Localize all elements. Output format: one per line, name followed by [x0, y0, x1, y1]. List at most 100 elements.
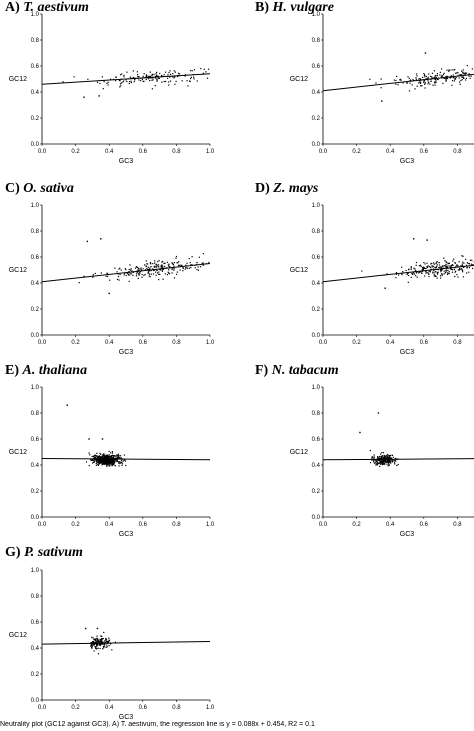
- data-point: [385, 461, 387, 463]
- x-axis-label: GC3: [119, 349, 134, 356]
- data-point: [99, 82, 101, 85]
- outlier-point: [83, 275, 85, 278]
- data-point: [428, 73, 430, 75]
- y-tick-label: 0.4: [31, 90, 40, 96]
- data-point: [107, 84, 109, 86]
- data-point: [92, 461, 95, 463]
- data-point: [102, 463, 104, 465]
- data-point: [424, 87, 426, 89]
- data-point: [414, 268, 416, 270]
- data-point: [431, 72, 434, 74]
- data-point: [381, 455, 383, 457]
- data-point: [99, 456, 101, 458]
- data-point: [101, 460, 103, 462]
- data-point: [448, 70, 450, 72]
- data-point: [123, 459, 125, 461]
- data-point: [415, 261, 418, 264]
- panel-title: A) T. aestivum: [5, 0, 89, 16]
- data-point: [397, 463, 399, 466]
- data-point: [444, 77, 446, 79]
- data-point: [121, 464, 123, 467]
- data-point: [444, 259, 446, 262]
- data-point: [111, 461, 113, 463]
- data-point: [423, 267, 425, 270]
- data-point: [462, 71, 464, 73]
- data-point: [98, 456, 100, 458]
- outlier-point: [424, 52, 427, 54]
- data-point: [94, 272, 96, 275]
- data-point: [177, 262, 179, 264]
- data-point: [408, 268, 410, 270]
- data-point: [98, 463, 100, 465]
- data-point: [425, 75, 428, 77]
- data-point: [422, 266, 424, 268]
- regression-line: [41, 458, 211, 461]
- data-point: [376, 464, 379, 466]
- data-point: [457, 265, 459, 267]
- data-point: [161, 81, 163, 83]
- data-point: [446, 272, 448, 274]
- data-point: [104, 643, 106, 645]
- data-point: [449, 69, 451, 71]
- data-point: [153, 269, 155, 271]
- data-point: [93, 640, 95, 643]
- data-point: [421, 266, 424, 269]
- data-point: [460, 265, 462, 267]
- data-point: [108, 465, 110, 467]
- data-point: [107, 464, 109, 466]
- data-point: [125, 79, 127, 81]
- panel-title: F) N. tabacum: [255, 363, 339, 379]
- data-point: [167, 271, 169, 273]
- data-point: [152, 79, 154, 81]
- data-point: [380, 460, 382, 462]
- data-point: [427, 265, 429, 267]
- data-point: [158, 273, 160, 276]
- data-point: [174, 76, 176, 78]
- data-point: [108, 644, 110, 647]
- data-point: [156, 75, 158, 77]
- data-point: [136, 272, 138, 274]
- data-point: [433, 262, 435, 264]
- data-point: [196, 263, 198, 265]
- data-point: [100, 460, 102, 462]
- data-point: [405, 269, 407, 272]
- data-point: [435, 270, 437, 273]
- data-point: [119, 462, 121, 465]
- data-point: [103, 463, 106, 465]
- data-point: [113, 454, 115, 457]
- y-tick-label: 1.0: [312, 385, 321, 391]
- data-point: [107, 454, 109, 456]
- data-point: [95, 646, 97, 648]
- data-point: [114, 459, 117, 461]
- data-point: [419, 78, 422, 80]
- data-point: [377, 459, 379, 461]
- data-point: [461, 79, 463, 81]
- data-point: [384, 456, 386, 458]
- data-point: [411, 273, 413, 275]
- data-point: [422, 76, 424, 79]
- data-point: [161, 261, 163, 263]
- data-point: [156, 74, 158, 76]
- data-point: [89, 454, 91, 456]
- data-point: [117, 275, 120, 277]
- data-point: [395, 460, 397, 462]
- data-point: [105, 457, 107, 459]
- data-point: [101, 459, 103, 461]
- panel-title: G) P. sativum: [5, 545, 83, 561]
- data-point: [433, 275, 435, 277]
- data-point: [414, 88, 416, 90]
- data-point: [114, 267, 116, 269]
- data-point: [376, 460, 378, 462]
- data-point: [438, 262, 440, 264]
- data-point: [137, 268, 139, 270]
- data-point: [427, 83, 429, 85]
- data-point: [151, 88, 153, 90]
- data-point: [395, 273, 398, 275]
- data-point: [410, 79, 412, 81]
- y-axis-label: GC12: [290, 267, 308, 274]
- data-point: [466, 266, 468, 268]
- data-point: [467, 262, 469, 265]
- data-point: [441, 75, 443, 77]
- data-point: [141, 78, 143, 81]
- data-point: [130, 268, 132, 270]
